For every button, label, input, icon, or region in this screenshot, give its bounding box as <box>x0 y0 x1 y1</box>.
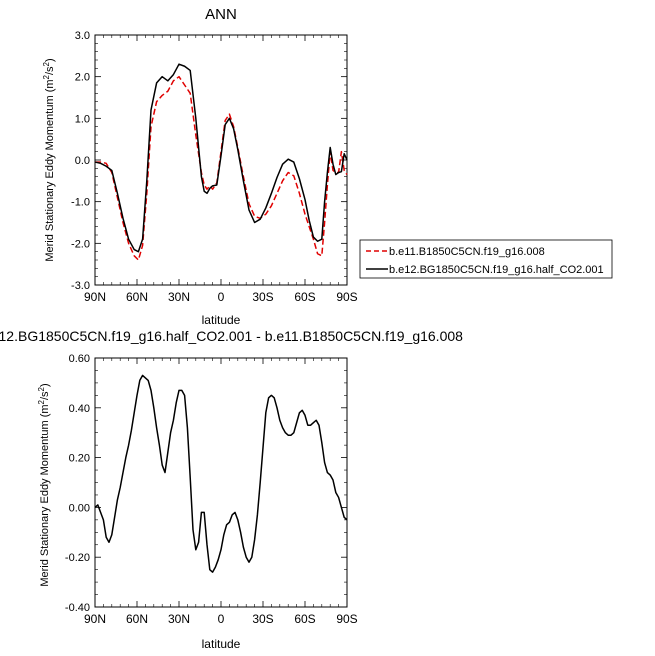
top-series-line-1 <box>95 75 348 261</box>
bottom-series-line-1 <box>94 374 348 573</box>
bottom-xtick-label: 90N <box>84 612 106 626</box>
bottom-panel: b.e12.BG1850C5CN.f19_g16.half_CO2.001 - … <box>0 328 463 651</box>
bottom-ytick-label: -0.20 <box>65 552 90 564</box>
top-yaxis-label: Merid Stationary Eddy Momentum (m2/s2) <box>42 58 56 261</box>
bottom-chart-title: b.e12.BG1850C5CN.f19_g16.half_CO2.001 - … <box>0 328 463 344</box>
bottom-series-group <box>94 374 348 573</box>
top-xtick-label: 90N <box>84 290 106 304</box>
top-ytick-label: -3.0 <box>71 280 90 292</box>
bottom-xtick-label: 90S <box>336 612 357 626</box>
legend: b.e11.B1850C5CN.f19_g16.008 b.e12.BG1850… <box>359 239 613 279</box>
legend-box <box>359 239 613 279</box>
bottom-xtick-label: 30N <box>168 612 190 626</box>
top-ytick-label: 0.0 <box>75 155 90 167</box>
legend-label-1: b.e11.B1850C5CN.f19_g16.008 <box>389 246 545 258</box>
bottom-xtick-label: 60N <box>126 612 148 626</box>
bottom-plot-frame <box>94 357 348 608</box>
top-ytick-label: 3.0 <box>75 30 90 42</box>
top-xtick-label: 60N <box>126 290 148 304</box>
top-ytick-label: 1.0 <box>75 113 90 125</box>
top-chart-title: ANN <box>205 6 237 23</box>
bottom-ytick-label: 0.00 <box>69 502 90 514</box>
bottom-yaxis-label: Merid Stationary Eddy Momentum (m2/s2) <box>37 383 51 586</box>
top-xaxis-label: latitude <box>202 313 241 327</box>
bottom-ytick-label: -0.40 <box>65 602 90 614</box>
bottom-ytick-label: 0.20 <box>69 453 90 465</box>
top-axes: 90N 60N 30N 0 30S 60S 90S -3.0 -2.0 -1.0 0.0 1.0 2.0… <box>71 30 358 304</box>
bottom-xaxis-label: latitude <box>202 637 241 651</box>
top-xtick-label: 0 <box>218 290 225 304</box>
top-ytick-label: -1.0 <box>71 197 90 209</box>
top-xtick-label: 90S <box>336 290 357 304</box>
top-xtick-label: 60S <box>294 290 315 304</box>
bottom-xtick-label: 30S <box>252 612 273 626</box>
top-series-line-2 <box>94 63 348 253</box>
top-panel: ANN 90N 60N 30N 0 30S 60S 90S -3.0 -2.0 -1.0 0.0 1.… <box>42 6 358 327</box>
bottom-xtick-label: 60S <box>294 612 315 626</box>
bottom-ytick-label: 0.60 <box>69 353 90 365</box>
bottom-axes: 90N 60N 30N 0 30S 60S 90S -0.40 -0.20 0.00 0.20 0.4… <box>65 353 358 626</box>
top-series-group <box>94 63 348 261</box>
top-ytick-label: 2.0 <box>75 72 90 84</box>
top-ytick-label: -2.0 <box>71 238 90 250</box>
top-xtick-label: 30N <box>168 290 190 304</box>
top-xtick-label: 30S <box>252 290 273 304</box>
legend-label-2: b.e12.BG1850C5CN.f19_g16.half_CO2.001 <box>389 264 604 276</box>
bottom-ytick-label: 0.40 <box>69 403 90 415</box>
bottom-xtick-label: 0 <box>218 612 225 626</box>
